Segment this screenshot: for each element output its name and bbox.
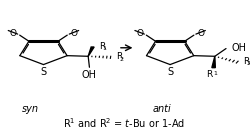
- Text: 2: 2: [246, 61, 250, 66]
- Polygon shape: [88, 47, 94, 56]
- Text: R: R: [242, 57, 248, 66]
- Text: 2: 2: [120, 56, 124, 62]
- Text: R: R: [116, 52, 122, 61]
- Text: OH: OH: [82, 70, 96, 80]
- Text: OH: OH: [230, 43, 246, 53]
- Text: R$^1$ and R$^2$ = $t$-Bu or 1-Ad: R$^1$ and R$^2$ = $t$-Bu or 1-Ad: [63, 116, 184, 130]
- Text: S: S: [166, 67, 172, 77]
- Text: 1: 1: [212, 71, 216, 76]
- Text: syn: syn: [22, 104, 39, 114]
- Text: anti: anti: [152, 104, 171, 114]
- Text: S: S: [40, 67, 46, 77]
- Text: O: O: [70, 29, 77, 38]
- Text: R: R: [98, 42, 105, 51]
- Text: O: O: [136, 29, 142, 38]
- Text: O: O: [196, 29, 203, 38]
- Polygon shape: [211, 56, 214, 68]
- Text: R: R: [205, 70, 212, 79]
- Text: 1: 1: [102, 46, 106, 51]
- Text: O: O: [10, 29, 16, 38]
